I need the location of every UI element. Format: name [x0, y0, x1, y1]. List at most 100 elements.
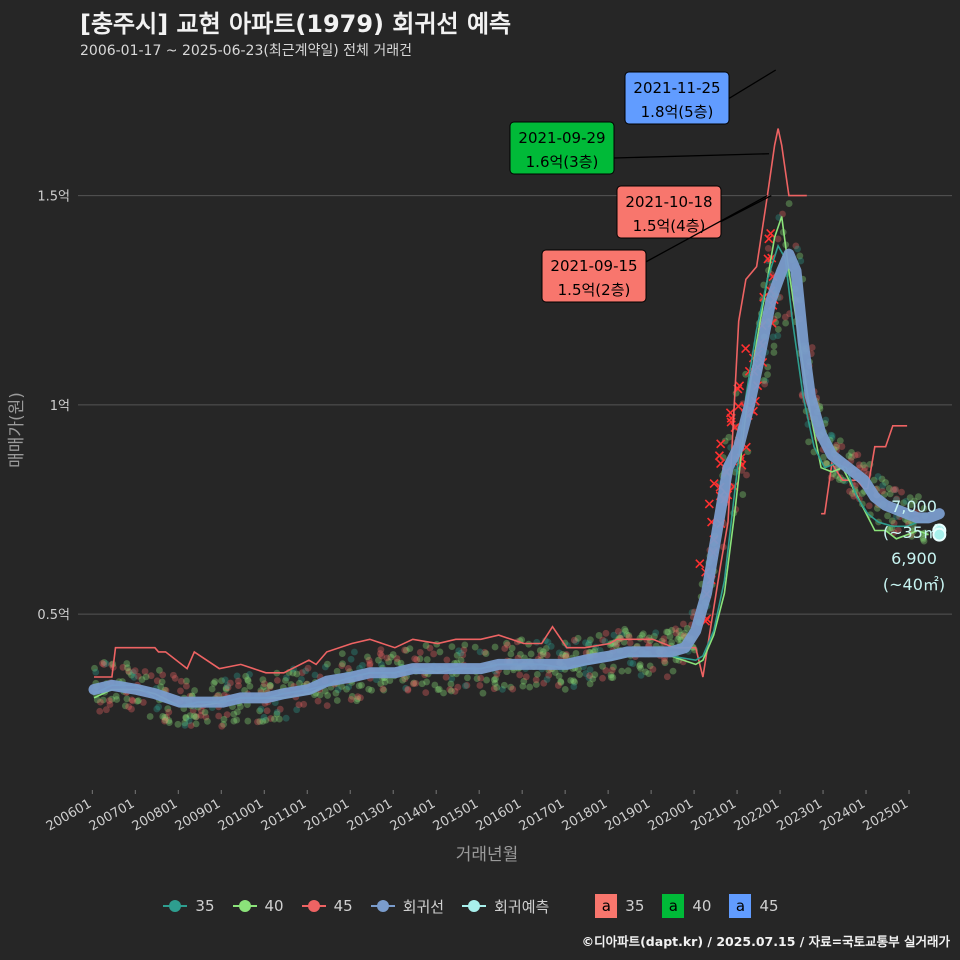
transaction-point — [639, 630, 647, 638]
transaction-point — [900, 499, 908, 507]
legend-label-item: a 40 — [662, 894, 711, 918]
transaction-point — [562, 652, 570, 659]
cancel-marker — [709, 479, 719, 489]
legend-item: 45 — [301, 897, 353, 915]
transaction-point — [321, 687, 329, 695]
transaction-point — [476, 648, 484, 656]
legend-item: 회귀선 — [370, 896, 444, 917]
transaction-point — [555, 649, 563, 657]
annotation-date: 2021-09-15 — [550, 257, 637, 275]
cancel-marker — [741, 343, 751, 354]
transaction-point — [672, 629, 680, 637]
transaction-point — [182, 713, 190, 721]
transaction-point — [270, 715, 278, 723]
transaction-point — [761, 380, 769, 388]
transaction-point — [571, 678, 579, 686]
transaction-point — [246, 682, 254, 690]
transaction-point — [338, 683, 346, 690]
transaction-point — [208, 685, 216, 693]
x-tick-label: 202301 — [775, 796, 825, 834]
transaction-point — [620, 638, 628, 646]
transaction-point — [861, 464, 869, 472]
transaction-point — [601, 638, 609, 645]
transaction-point — [100, 661, 108, 668]
x-tick-label: 201501 — [431, 796, 481, 834]
transaction-point — [585, 639, 593, 647]
transaction-point — [386, 677, 394, 684]
transaction-point — [629, 660, 637, 667]
transaction-point — [354, 695, 362, 703]
transaction-point — [461, 641, 469, 649]
cancel-marker — [704, 499, 714, 509]
transaction-point — [774, 332, 782, 340]
transaction-point — [908, 532, 916, 540]
transaction-point — [599, 636, 607, 644]
transaction-point — [377, 646, 385, 654]
transaction-point — [192, 713, 200, 721]
transaction-point — [190, 712, 198, 720]
x-tick-label: 201401 — [388, 796, 438, 834]
transaction-point — [254, 718, 261, 726]
transaction-point — [870, 476, 878, 484]
transaction-point — [302, 667, 310, 675]
transaction-point — [183, 677, 190, 685]
transaction-point — [375, 656, 382, 664]
transaction-point — [612, 642, 620, 650]
transaction-point — [890, 519, 898, 527]
transaction-point — [244, 677, 252, 685]
transaction-point — [276, 705, 284, 713]
transaction-point — [833, 441, 840, 449]
transaction-point — [244, 717, 252, 725]
transaction-point — [483, 676, 490, 684]
x-tick-label: 200901 — [173, 796, 223, 834]
x-tick-label: 202101 — [689, 796, 739, 834]
transaction-point — [260, 683, 267, 691]
transaction-point — [298, 675, 305, 683]
transaction-point — [874, 473, 882, 480]
transaction-point — [650, 632, 658, 640]
transaction-point — [785, 200, 793, 207]
transaction-point — [607, 674, 615, 681]
transaction-point — [915, 493, 922, 501]
transaction-point — [547, 642, 555, 650]
transaction-point — [430, 650, 438, 658]
transaction-point — [509, 685, 517, 693]
transaction-point — [201, 708, 209, 716]
transaction-point — [448, 675, 456, 683]
transaction-point — [159, 671, 167, 679]
transaction-point — [490, 685, 498, 693]
transaction-point — [463, 681, 471, 689]
transaction-point — [401, 675, 409, 683]
transaction-point — [672, 625, 679, 633]
transaction-point — [220, 715, 228, 723]
transaction-point — [332, 689, 340, 697]
transaction-point — [260, 713, 268, 721]
transaction-point — [860, 461, 867, 469]
transaction-point — [161, 713, 169, 721]
transaction-point — [567, 677, 575, 684]
transaction-point — [892, 486, 900, 493]
transaction-point — [919, 535, 927, 543]
transaction-point — [183, 682, 190, 690]
transaction-point — [845, 452, 853, 460]
transaction-point — [406, 645, 414, 653]
annotation-price: 1.6억(3층) — [526, 153, 599, 171]
transaction-point — [282, 674, 290, 682]
transaction-point — [211, 678, 219, 686]
transaction-point — [442, 673, 450, 681]
annotation-box — [541, 249, 647, 303]
transaction-point — [181, 721, 189, 729]
transaction-point — [676, 633, 683, 641]
transaction-point — [389, 651, 397, 658]
transaction-point — [770, 349, 778, 356]
transaction-point — [147, 672, 155, 680]
transaction-point — [348, 692, 356, 700]
transaction-point — [792, 242, 800, 250]
y-tick-label: 1억 — [50, 399, 70, 414]
transaction-point — [431, 681, 439, 689]
transaction-point — [186, 712, 194, 720]
transaction-point — [522, 673, 530, 681]
legend-item: 35 — [163, 897, 215, 915]
transaction-point — [293, 706, 301, 714]
transaction-point — [300, 700, 308, 708]
